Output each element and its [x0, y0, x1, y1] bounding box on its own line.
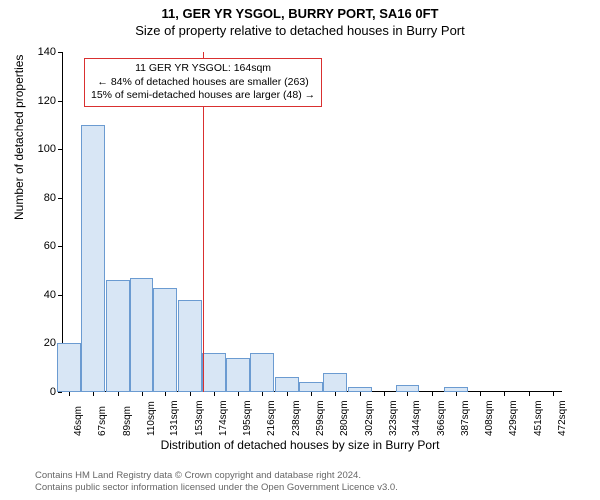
- x-tick-mark: [407, 392, 408, 396]
- x-tick-label: 323sqm: [388, 400, 399, 436]
- histogram-bar: [81, 125, 105, 392]
- histogram-bar: [275, 377, 299, 392]
- histogram-bar: [57, 343, 81, 392]
- y-tick-label: 140: [38, 46, 56, 58]
- footer-line-1: Contains HM Land Registry data © Crown c…: [35, 470, 398, 482]
- x-tick-label: 408sqm: [484, 400, 495, 436]
- x-tick-mark: [553, 392, 554, 396]
- x-tick-mark: [118, 392, 119, 396]
- y-tick-mark: [58, 52, 62, 53]
- x-tick-mark: [238, 392, 239, 396]
- x-tick-label: 46sqm: [73, 406, 84, 436]
- histogram-bar: [130, 278, 154, 392]
- info-line: 15% of semi-detached houses are larger (…: [91, 89, 315, 103]
- histogram-bar: [153, 288, 177, 392]
- info-line: ← 84% of detached houses are smaller (26…: [91, 76, 315, 90]
- x-tick-mark: [360, 392, 361, 396]
- y-tick-mark: [58, 149, 62, 150]
- y-tick-mark: [58, 101, 62, 102]
- x-tick-mark: [69, 392, 70, 396]
- y-tick-mark: [58, 246, 62, 247]
- histogram-bar: [323, 373, 347, 392]
- y-tick-label: 100: [38, 143, 56, 155]
- x-tick-label: 216sqm: [266, 400, 277, 436]
- x-tick-mark: [335, 392, 336, 396]
- x-tick-mark: [287, 392, 288, 396]
- footer-line-2: Contains public sector information licen…: [35, 482, 398, 494]
- histogram-bar: [299, 382, 323, 392]
- x-tick-label: 451sqm: [533, 400, 544, 436]
- x-tick-mark: [456, 392, 457, 396]
- x-tick-label: 131sqm: [169, 400, 180, 436]
- x-tick-label: 344sqm: [411, 400, 422, 436]
- x-tick-mark: [165, 392, 166, 396]
- x-tick-label: 366sqm: [436, 400, 447, 436]
- x-tick-mark: [142, 392, 143, 396]
- y-tick-label: 40: [44, 289, 56, 301]
- y-axis-line: [62, 52, 63, 392]
- x-tick-mark: [311, 392, 312, 396]
- histogram-bar: [202, 353, 226, 392]
- x-tick-mark: [93, 392, 94, 396]
- y-tick-label: 80: [44, 192, 56, 204]
- y-tick-label: 20: [44, 337, 56, 349]
- y-tick-label: 60: [44, 240, 56, 252]
- x-tick-label: 472sqm: [557, 400, 568, 436]
- chart-title-address: 11, GER YR YSGOL, BURRY PORT, SA16 0FT: [0, 0, 600, 21]
- info-line: 11 GER YR YSGOL: 164sqm: [91, 62, 315, 76]
- x-axis-label: Distribution of detached houses by size …: [0, 438, 600, 452]
- histogram-bar: [396, 385, 420, 392]
- x-tick-label: 302sqm: [364, 400, 375, 436]
- attribution-footer: Contains HM Land Registry data © Crown c…: [35, 470, 398, 494]
- x-tick-label: 89sqm: [122, 406, 133, 436]
- x-tick-mark: [262, 392, 263, 396]
- x-tick-label: 110sqm: [146, 401, 157, 436]
- x-tick-mark: [384, 392, 385, 396]
- histogram-bar: [178, 300, 202, 392]
- x-tick-mark: [480, 392, 481, 396]
- y-axis-label: Number of detached properties: [12, 55, 26, 220]
- y-tick-label: 120: [38, 95, 56, 107]
- info-callout-box: 11 GER YR YSGOL: 164sqm← 84% of detached…: [84, 58, 322, 107]
- x-tick-mark: [529, 392, 530, 396]
- x-tick-label: 259sqm: [315, 400, 326, 436]
- x-tick-label: 174sqm: [218, 400, 229, 436]
- x-tick-label: 238sqm: [291, 400, 302, 436]
- histogram-bar: [106, 280, 130, 392]
- x-tick-mark: [504, 392, 505, 396]
- x-tick-label: 195sqm: [242, 400, 253, 436]
- y-tick-label: 0: [50, 386, 56, 398]
- histogram-plot: 02040608010012014046sqm67sqm89sqm110sqm1…: [62, 52, 562, 392]
- chart-title-subtitle: Size of property relative to detached ho…: [0, 21, 600, 38]
- x-tick-label: 67sqm: [97, 406, 108, 436]
- x-tick-label: 280sqm: [339, 400, 350, 436]
- x-tick-label: 429sqm: [508, 400, 519, 436]
- x-tick-mark: [214, 392, 215, 396]
- histogram-bar: [226, 358, 250, 392]
- x-tick-mark: [190, 392, 191, 396]
- y-tick-mark: [58, 295, 62, 296]
- x-tick-label: 387sqm: [460, 400, 471, 436]
- y-tick-mark: [58, 392, 62, 393]
- x-tick-label: 153sqm: [194, 400, 205, 436]
- histogram-bar: [250, 353, 274, 392]
- y-tick-mark: [58, 198, 62, 199]
- x-tick-mark: [432, 392, 433, 396]
